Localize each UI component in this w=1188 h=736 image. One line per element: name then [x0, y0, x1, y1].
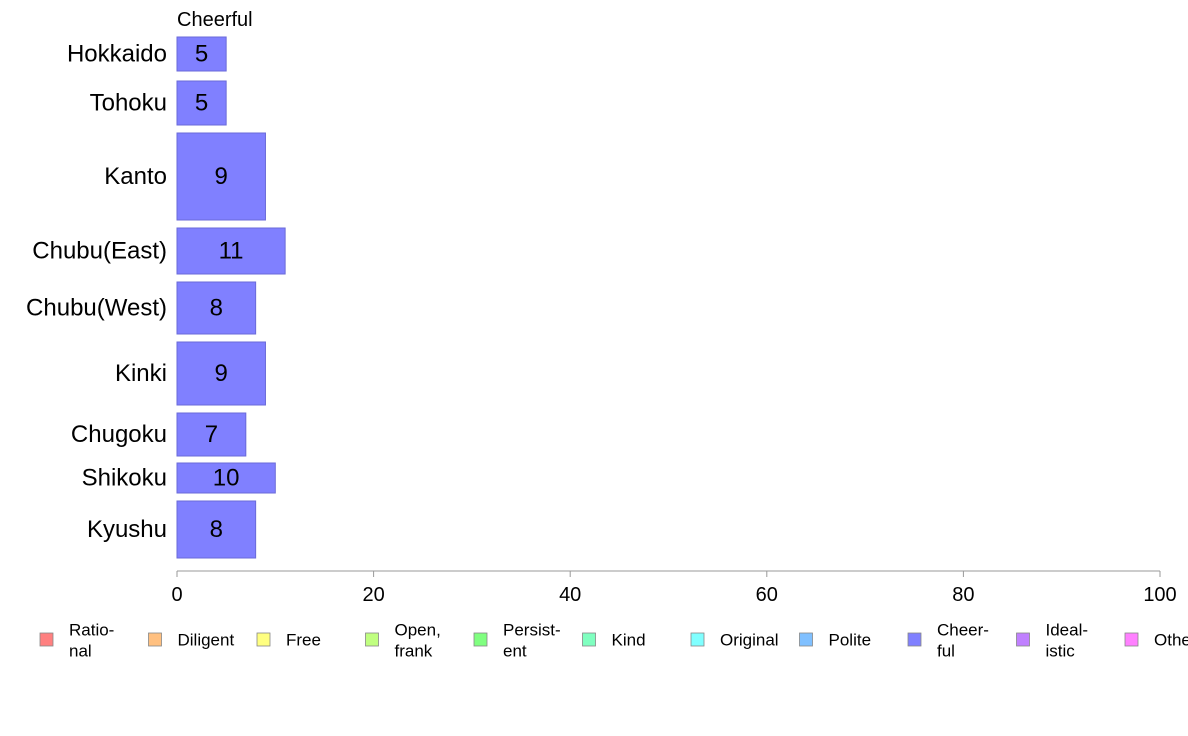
- x-tick-label: 40: [559, 584, 581, 606]
- legend: Ratio-nal Diligent Free Open, frank Persist-e…: [39, 621, 1188, 661]
- x-tick-label: 0: [171, 584, 182, 606]
- category-label: Hokkaido: [67, 41, 167, 68]
- legend-item: Other: [1124, 631, 1188, 650]
- bar-shikoku: [176, 462, 276, 494]
- legend-label-line: Ideal-: [1046, 621, 1089, 640]
- legend-swatch: [473, 632, 488, 647]
- category-labels-group: Hokkaido Tohoku Kanto Chubu(East) Chubu(West…: [26, 41, 167, 544]
- bar-tohoku: [176, 80, 227, 126]
- bar-value-label: 7: [205, 421, 218, 448]
- bar-hokkaido: [176, 36, 227, 72]
- bar-value-label: 5: [195, 41, 208, 68]
- legend-item: Diligent: [148, 631, 235, 650]
- category-label: Tohoku: [90, 90, 167, 117]
- legend-swatch: [907, 632, 922, 647]
- bar-kanto: [176, 132, 266, 221]
- bar-value-label: 8: [210, 295, 223, 322]
- legend-label-line: nal: [69, 642, 92, 661]
- legend-label-line: Ratio-: [69, 621, 114, 640]
- legend-label: Kind: [612, 631, 646, 650]
- legend-item: Cheer-ful: [907, 621, 989, 661]
- bars-group: [176, 36, 286, 559]
- legend-label-line: Cheer-: [937, 621, 989, 640]
- legend-item: Ideal-istic: [1016, 621, 1089, 661]
- legend-label: Other: [1154, 631, 1188, 650]
- bar-value-labels-group: 5 5 9 11 8 9 7 10 8: [195, 41, 244, 544]
- legend-label-line: Open,: [395, 621, 441, 640]
- legend-item: Persist-ent: [473, 621, 561, 661]
- bar-chugoku: [176, 412, 247, 457]
- bar-kyushu: [176, 500, 257, 559]
- bar-chubu-west-: [176, 281, 257, 335]
- legend-label: Polite: [829, 631, 872, 650]
- legend-label-line: ful: [937, 642, 955, 661]
- legend-item: Open, frank: [365, 621, 441, 661]
- legend-swatch: [1016, 632, 1030, 647]
- category-label: Chugoku: [71, 421, 167, 448]
- legend-swatch: [365, 632, 379, 647]
- bar-value-label: 9: [215, 163, 228, 190]
- category-label: Kanto: [104, 163, 167, 190]
- legend-swatch: [148, 632, 162, 647]
- category-label: Chubu(East): [32, 238, 167, 265]
- legend-label-line: Persist-: [503, 621, 561, 640]
- x-tick-label: 80: [952, 584, 974, 606]
- legend-swatch: [256, 632, 271, 647]
- legend-swatch: [799, 632, 813, 647]
- legend-swatch: [582, 632, 596, 647]
- legend-swatch: [690, 632, 705, 647]
- bar-value-label: 5: [195, 90, 208, 117]
- x-tick-label: 100: [1143, 584, 1176, 606]
- x-tick-label: 20: [362, 584, 384, 606]
- legend-swatch: [1124, 632, 1139, 647]
- bar-chubu-east-: [176, 227, 286, 275]
- x-tick-label: 60: [756, 584, 778, 606]
- legend-label-line: istic: [1046, 642, 1076, 661]
- category-label: Kyushu: [87, 516, 167, 543]
- legend-item: Ratio-nal: [39, 621, 114, 661]
- chart-title: Cheerful: [177, 9, 253, 31]
- x-axis-ticks-group: 0 20 40 60 80 100: [171, 571, 1177, 606]
- category-label: Shikoku: [82, 465, 167, 492]
- legend-item: Free: [256, 631, 321, 650]
- legend-swatch: [39, 632, 54, 647]
- bar-value-label: 11: [219, 238, 244, 265]
- legend-label: Original: [720, 631, 779, 650]
- legend-label: Diligent: [178, 631, 235, 650]
- bar-value-label: 10: [213, 465, 240, 492]
- category-label: Chubu(West): [26, 295, 167, 322]
- legend-label-line: ent: [503, 642, 527, 661]
- bar-value-label: 8: [210, 516, 223, 543]
- legend-item: Original: [690, 631, 779, 650]
- legend-label: Free: [286, 631, 321, 650]
- legend-item: Kind: [582, 631, 646, 650]
- legend-label-line: frank: [395, 642, 433, 661]
- bar-kinki: [176, 341, 266, 406]
- category-label: Kinki: [115, 360, 167, 387]
- bar-value-label: 9: [215, 360, 228, 387]
- legend-item: Polite: [799, 631, 872, 650]
